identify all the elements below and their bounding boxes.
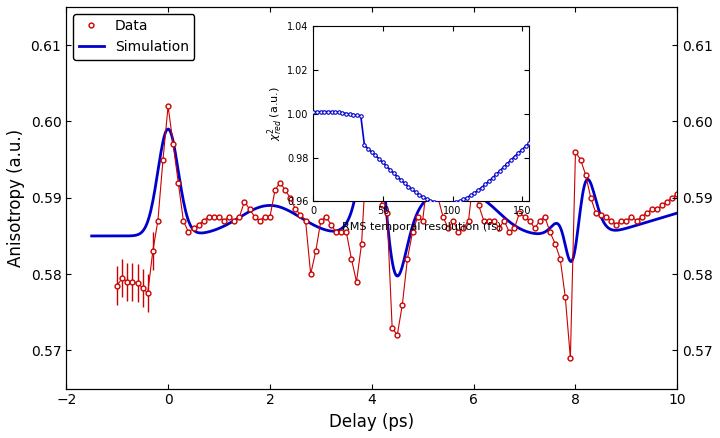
Simulation <box>393 273 402 279</box>
Data <box>163 103 172 109</box>
X-axis label: RMS temporal resolution (fs): RMS temporal resolution (fs) <box>341 222 501 232</box>
Y-axis label: $\chi^2_{red}$ (a.u.): $\chi^2_{red}$ (a.u.) <box>266 87 285 141</box>
Simulation <box>196 230 204 236</box>
Legend: Data, Simulation: Data, Simulation <box>73 14 194 60</box>
Simulation <box>698 203 707 208</box>
Data <box>246 207 254 212</box>
Simulation <box>87 233 96 239</box>
Data <box>113 283 122 288</box>
Data <box>673 191 682 197</box>
Data <box>444 226 452 231</box>
Data <box>327 222 336 227</box>
Line: Simulation: Simulation <box>91 102 703 276</box>
Data <box>663 199 672 204</box>
X-axis label: Delay (ps): Delay (ps) <box>329 413 414 431</box>
Simulation <box>368 100 377 105</box>
Simulation <box>498 212 506 218</box>
Simulation <box>364 111 372 117</box>
Data <box>566 356 575 361</box>
Line: Data: Data <box>114 104 680 360</box>
Simulation <box>549 222 558 227</box>
Simulation <box>245 209 253 215</box>
Data <box>261 214 269 219</box>
Simulation <box>449 189 458 194</box>
Y-axis label: Anisotropy (a.u.): Anisotropy (a.u.) <box>7 129 25 267</box>
Data <box>378 203 387 208</box>
